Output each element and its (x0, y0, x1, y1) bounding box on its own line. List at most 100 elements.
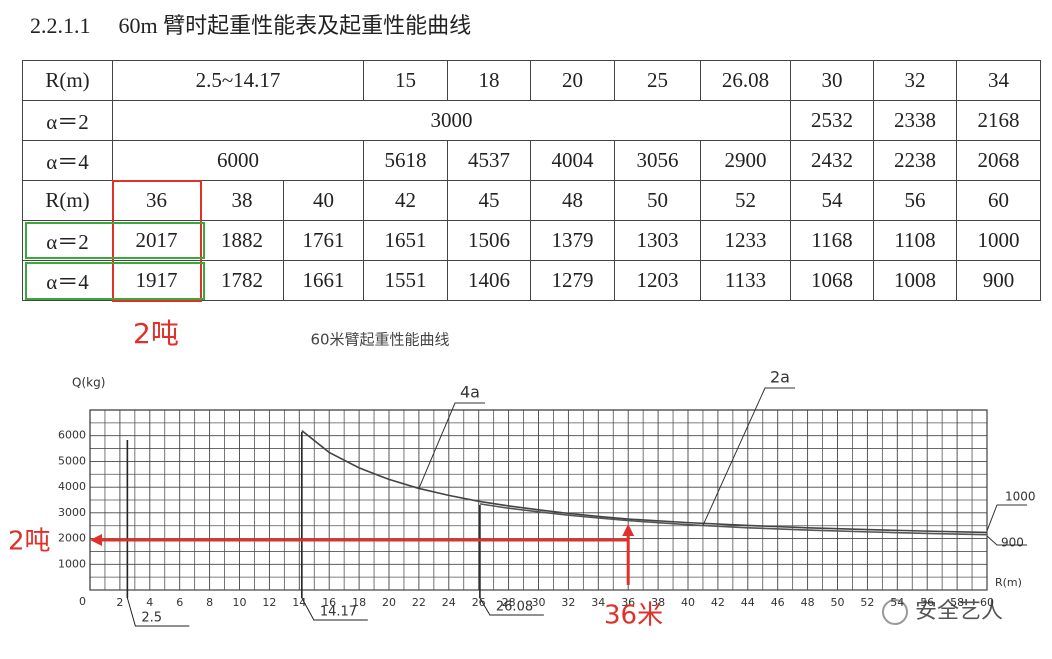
table-cell: 2338 (873, 100, 957, 141)
table-cell: α＝4 (22, 260, 113, 301)
leader-line (479, 597, 544, 616)
table-cell: α＝4 (22, 140, 113, 181)
x-tick-label: 58 (950, 596, 964, 609)
table-cell: 54 (790, 180, 874, 221)
x-tick-label: 52 (860, 596, 874, 609)
curve (301, 429, 988, 534)
y-axis-label: Q(kg) (72, 376, 105, 390)
table-cell: 42 (363, 180, 448, 221)
table-cell: 40 (283, 180, 364, 221)
highlight-box (25, 262, 205, 300)
end-label: 900 (1001, 536, 1024, 550)
x-tick-label: 28 (502, 596, 516, 609)
leader-line (418, 402, 485, 489)
y-tick-label: 2000 (58, 532, 86, 545)
x-tick-label: 30 (532, 596, 546, 609)
x-tick-label: 46 (771, 596, 785, 609)
highlight-box (112, 180, 202, 302)
table-cell: 26.08 (700, 60, 791, 101)
table-cell: 4004 (530, 140, 615, 181)
table-cell: 2238 (873, 140, 957, 181)
table-cell: 1000 (956, 220, 1041, 261)
x-tick-label: 54 (890, 596, 904, 609)
section-number: 2.2.1.1 (30, 13, 91, 38)
y-tick-label: 1000 (58, 557, 86, 570)
table-cell: 25 (614, 60, 701, 101)
leader-line (702, 387, 795, 526)
table-cell: 1551 (363, 260, 448, 301)
arrow-label: 2吨 (8, 527, 51, 557)
x-tick-label: 4 (146, 596, 153, 609)
table-row: α＝4 1917 1782 1661 1551 1406 1279 1203 1133 1068 1… (22, 260, 1041, 301)
x-tick-label: 50 (831, 596, 845, 609)
table-cell: 2168 (956, 100, 1041, 141)
table-cell: 1406 (447, 260, 531, 301)
highlight-box (25, 222, 205, 259)
table-cell: 1008 (873, 260, 957, 301)
watermark: 安全艺人 (915, 599, 1003, 624)
marker-label: 2.5 (141, 611, 162, 626)
x-tick-label: 34 (591, 596, 605, 609)
table-cell: 6000 (112, 140, 364, 181)
table-row: α＝2 3000 2532 2338 2168 (22, 100, 1041, 141)
arrow-head (90, 534, 102, 546)
table-row: R(m) 36 38 40 42 45 48 50 52 54 56 60 (22, 180, 1041, 221)
y-tick-label: 3000 (58, 506, 86, 519)
table-cell: 52 (700, 180, 791, 221)
chart-title: 60米臂起重性能曲线 (310, 331, 449, 349)
x-tick-label: 60 (980, 596, 994, 609)
table-cell: 45 (447, 180, 531, 221)
y-tick-label: 0 (79, 595, 86, 608)
arrow-label: 36米 (604, 601, 663, 631)
watermark-icon (882, 599, 908, 625)
x-tick-label: 10 (233, 596, 247, 609)
table-cell: 50 (614, 180, 701, 221)
x-tick-label: 6 (176, 596, 183, 609)
x-tick-label: 8 (206, 596, 213, 609)
table-cell: 3056 (614, 140, 701, 181)
series-label: 4a (460, 383, 480, 402)
table-cell: 38 (200, 180, 284, 221)
note: 2吨 (133, 317, 179, 350)
leader-line (301, 597, 368, 621)
x-tick-label: 16 (322, 596, 336, 609)
x-tick-label: 22 (412, 596, 426, 609)
table-cell: 32 (873, 60, 957, 101)
y-tick-label: 6000 (58, 429, 86, 442)
capacity-table: R(m) 2.5~14.17 15 18 20 25 26.08 30 32 34 α＝2 3000 2… (22, 60, 1041, 301)
x-tick-label: 26 (472, 596, 486, 609)
table-cell: 1108 (873, 220, 957, 261)
table-cell: 48 (530, 180, 615, 221)
table-cell: 1203 (614, 260, 701, 301)
x-tick-label: 2 (116, 596, 123, 609)
table-cell: 1168 (790, 220, 874, 261)
table-cell: 1761 (283, 220, 364, 261)
x-tick-label: 44 (741, 596, 755, 609)
x-tick-label: 12 (262, 596, 276, 609)
table-cell: 1133 (700, 260, 791, 301)
x-tick-label: 18 (352, 596, 366, 609)
table-cell: 1782 (200, 260, 284, 301)
table-cell: 900 (956, 260, 1041, 301)
curve (479, 503, 988, 536)
table-cell: R(m) (22, 180, 113, 221)
table-row: R(m) 2.5~14.17 15 18 20 25 26.08 30 32 34 (22, 60, 1041, 101)
table-cell: 1379 (530, 220, 615, 261)
x-tick-label: 38 (651, 596, 665, 609)
table-cell: 1651 (363, 220, 448, 261)
table-cell: 3000 (112, 100, 791, 141)
series-label: 2a (770, 368, 790, 387)
table-cell: 1068 (790, 260, 874, 301)
table-cell: 18 (447, 60, 531, 101)
table-cell: α＝2 (22, 100, 113, 141)
header: 2.2.1.1 60m 臂时起重性能表及起重性能曲线 (30, 8, 499, 40)
table-cell: 30 (790, 60, 874, 101)
x-tick-label: 56 (920, 596, 934, 609)
x-tick-label: 36 (621, 596, 635, 609)
table-cell: 2532 (790, 100, 874, 141)
table-cell: 5618 (363, 140, 448, 181)
marker-label: 14.17 (320, 605, 357, 620)
table-cell: 1661 (283, 260, 364, 301)
